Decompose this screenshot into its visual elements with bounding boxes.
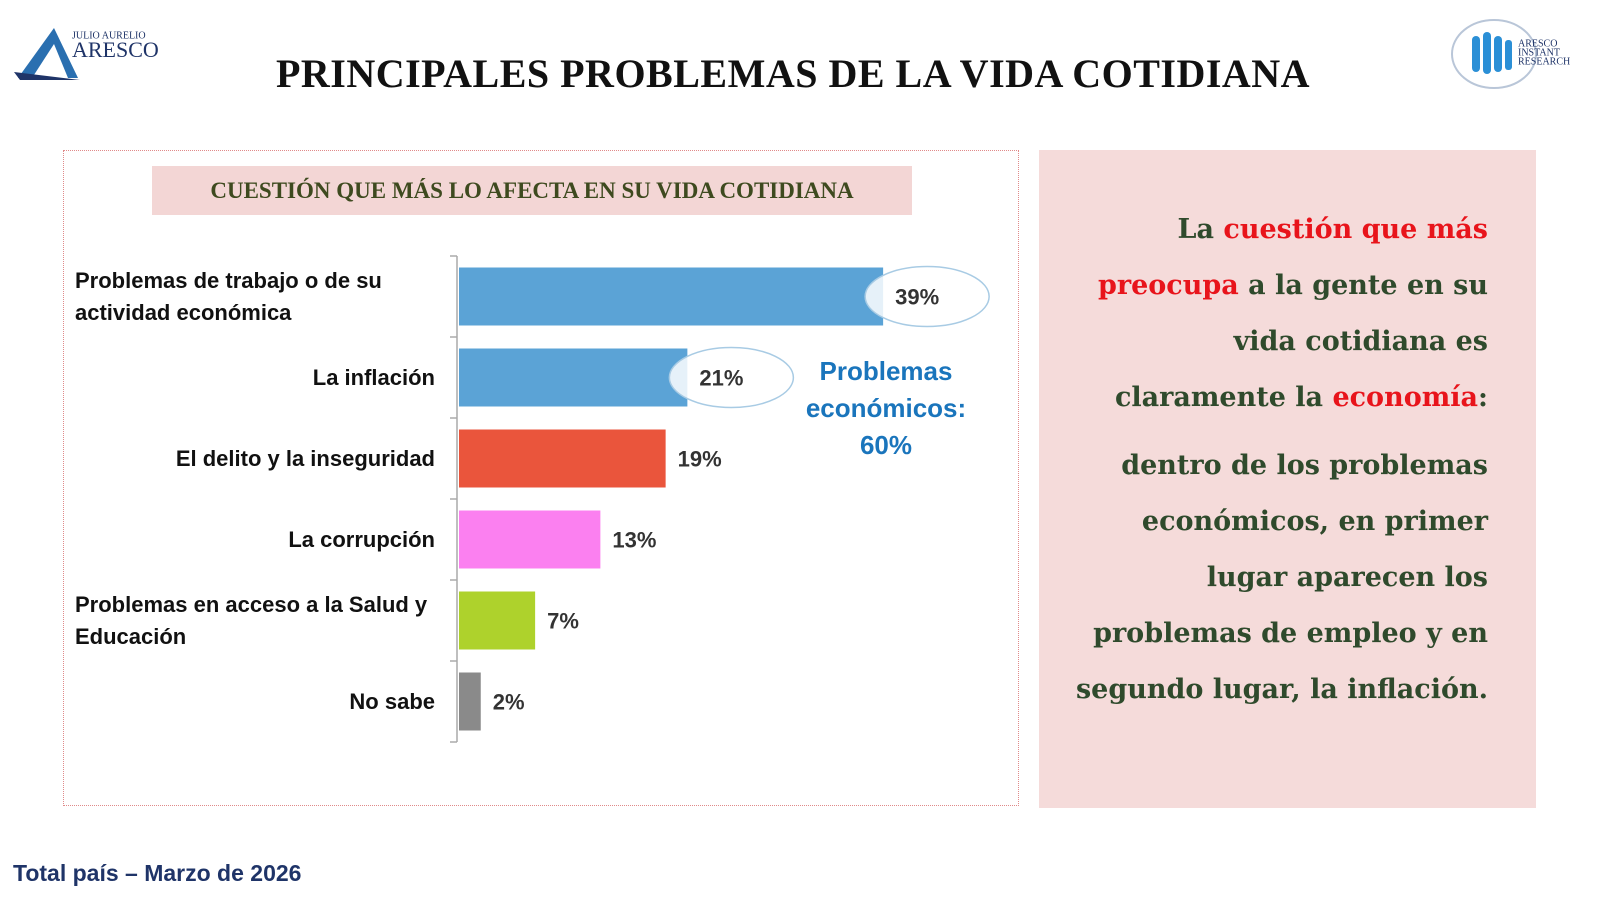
logo-big-text: ARESCO (72, 37, 159, 62)
panel-text-segment: a la gente en su vida cotidiana es clara… (1114, 270, 1488, 413)
bar (459, 510, 601, 569)
logo-swoosh (14, 72, 80, 80)
value-label: 19% (678, 446, 722, 471)
category-label-box: Problemas en acceso a la Salud y Educaci… (75, 581, 435, 661)
logo-text: INSTANT (1518, 47, 1560, 58)
text-panel: La cuestión que más preocupa a la gente … (1039, 150, 1536, 808)
logo-text: ARESCO (1518, 38, 1557, 49)
category-label: La inflación (312, 364, 435, 390)
category-label-box: Problemas de trabajo o de su actividad e… (75, 257, 435, 337)
highlight-ellipse (864, 265, 990, 328)
highlight-ellipse (668, 346, 795, 409)
logo-triangle (18, 28, 78, 78)
value-label: 13% (612, 527, 656, 552)
annotation: económicos: (806, 393, 966, 423)
logo-text: RESEARCH (1518, 56, 1570, 67)
category-label-box: La corrupción (75, 500, 435, 580)
category-label-box: No sabe (75, 662, 435, 742)
logo-figure (1494, 36, 1502, 72)
annotation: Problemas (820, 356, 953, 386)
bar (459, 591, 536, 650)
slide-title: PRINCIPALES PROBLEMAS DE LA VIDA COTIDIA… (275, 51, 1311, 96)
panel-text-segment: dentro de los problemas económicos, en p… (1075, 450, 1488, 705)
emphasis-text: cuestión que más preocupa (1098, 214, 1488, 301)
category-label: Problemas de trabajo o de su actividad e… (75, 267, 382, 325)
panel-text-segment: : (1478, 382, 1488, 413)
logo-figure (1472, 36, 1480, 72)
category-label: Problemas en acceso a la Salud y Educaci… (75, 591, 428, 649)
category-label: El delito y la inseguridad (175, 445, 435, 471)
emphasis-text: economía (1332, 382, 1479, 413)
value-label: 39% (895, 284, 939, 309)
logo-right: ARESCO INSTANT RESEARCH (1451, 19, 1570, 89)
footer: Total país – Marzo de 2026 (13, 860, 302, 886)
bar (459, 267, 884, 326)
panel-paragraph: dentro de los problemas económicos, en p… (1068, 438, 1488, 718)
logo-ring (1451, 19, 1537, 89)
logo-small-text: JULIO AURELIO (72, 30, 146, 41)
panel-paragraph: La cuestión que más preocupa a la gente … (1068, 202, 1488, 426)
panel-text: La cuestión que más preocupa a la gente … (1068, 202, 1488, 730)
panel-text-segment: La (1177, 214, 1224, 245)
chart: 39% 21% 19% 13% 7% 2% Problemas económicos: 60% (450, 255, 990, 743)
category-label: No sabe (349, 688, 435, 714)
logo-triangle-inner (32, 44, 68, 78)
category-label-box: La inflación (75, 338, 435, 418)
category-label-box: El delito y la inseguridad (75, 419, 435, 499)
annotation: 60% (860, 430, 912, 460)
value-label: 7% (547, 608, 579, 633)
category-label: La corrupción (288, 526, 435, 552)
value-label: 21% (699, 365, 743, 390)
logo-figure (1483, 32, 1491, 74)
chart-title: CUESTIÓN QUE MÁS LO AFECTA EN SU VIDA CO… (152, 166, 912, 215)
logo-figure (1505, 40, 1512, 70)
logo-left: JULIO AURELIO ARESCO (14, 28, 159, 80)
value-label: 2% (493, 689, 525, 714)
bar (459, 672, 481, 731)
chart-frame (63, 150, 1019, 806)
bar (459, 348, 688, 407)
bar (459, 429, 666, 488)
